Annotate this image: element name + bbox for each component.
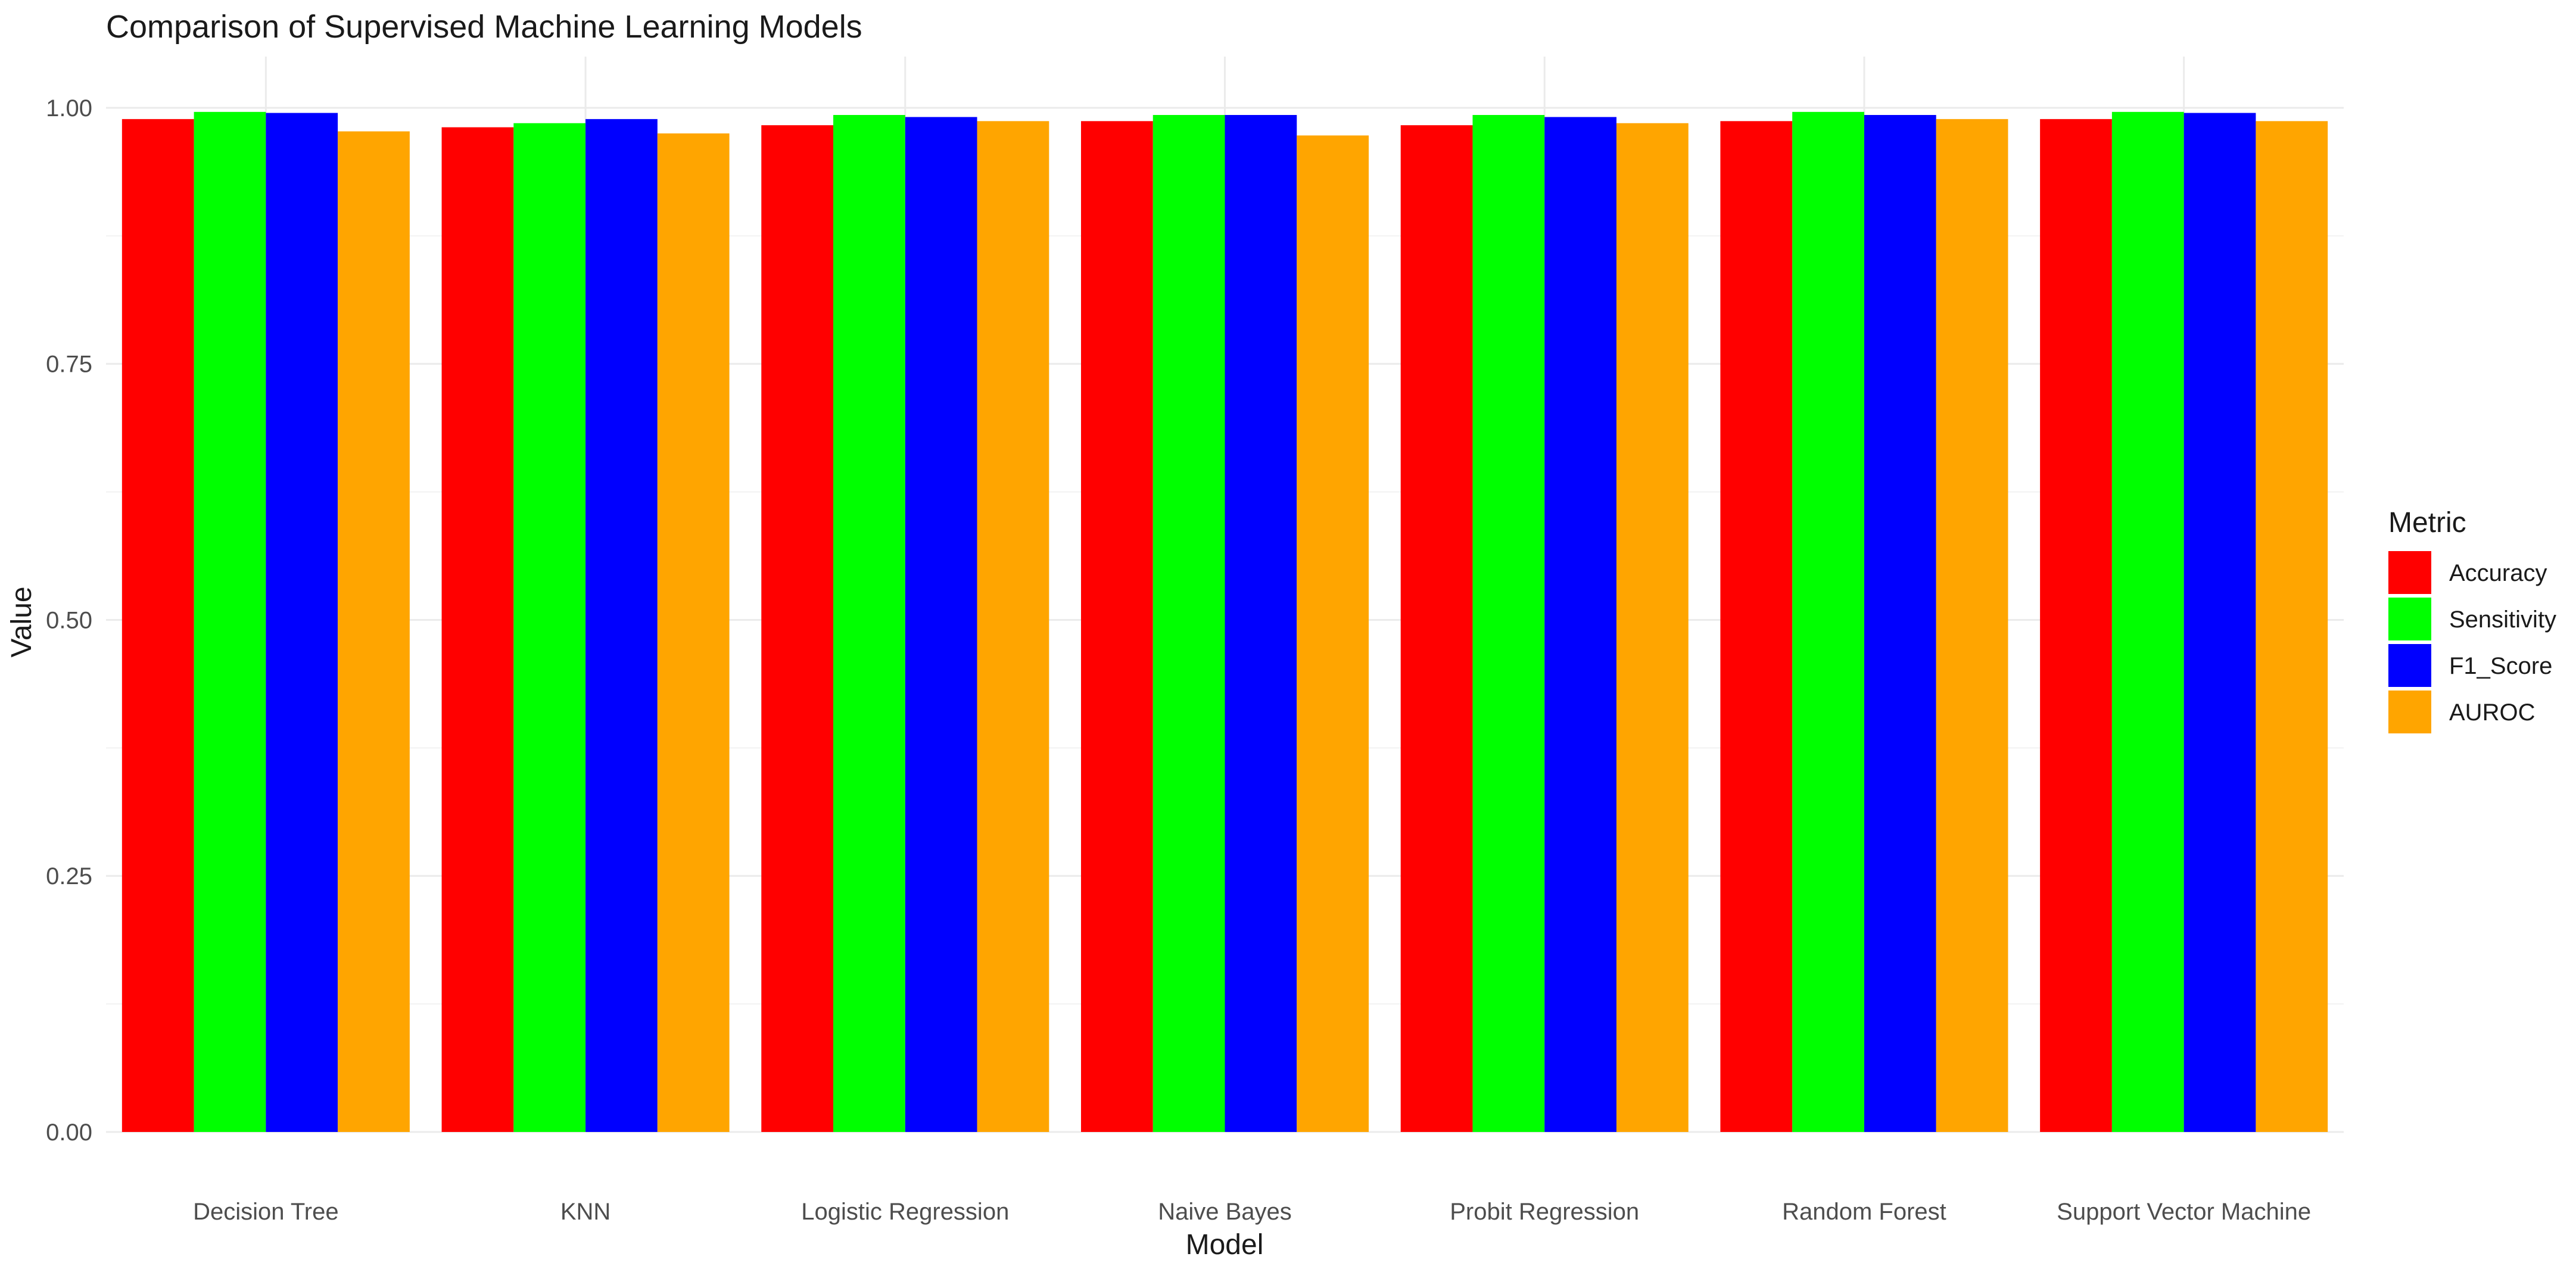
bar-accuracy-logistic-regression bbox=[761, 125, 834, 1133]
bar-auroc-support-vector-machine bbox=[2256, 121, 2328, 1132]
x-tick-label: Support Vector Machine bbox=[2057, 1199, 2311, 1225]
bar-sensitivity-support-vector-machine bbox=[2111, 111, 2184, 1132]
bar-sensitivity-logistic-regression bbox=[833, 114, 905, 1132]
x-tick-label: Naive Bayes bbox=[1158, 1199, 1292, 1225]
bar-auroc-naive-bayes bbox=[1297, 135, 1369, 1132]
bar-f1-score-probit-regression bbox=[1544, 117, 1616, 1132]
legend-label: Sensitivity bbox=[2449, 606, 2556, 633]
x-axis-title: Model bbox=[1186, 1229, 1264, 1261]
y-axis-title: Value bbox=[6, 586, 38, 657]
bar-accuracy-knn bbox=[441, 127, 514, 1133]
bar-f1-score-knn bbox=[585, 119, 658, 1132]
bar-sensitivity-naive-bayes bbox=[1152, 114, 1225, 1132]
bar-sensitivity-probit-regression bbox=[1472, 114, 1545, 1132]
bar-f1-score-naive-bayes bbox=[1225, 114, 1297, 1132]
bar-accuracy-random-forest bbox=[1720, 121, 1793, 1132]
bar-accuracy-decision-tree bbox=[122, 119, 194, 1132]
legend-key-auroc bbox=[2388, 691, 2431, 733]
bar-sensitivity-random-forest bbox=[1792, 111, 1864, 1132]
y-tick-label: 1.00 bbox=[46, 95, 92, 122]
x-tick-label: KNN bbox=[560, 1199, 610, 1225]
chart-title: Comparison of Supervised Machine Learnin… bbox=[106, 9, 862, 45]
legend-label: F1_Score bbox=[2449, 653, 2552, 679]
x-tick-label: Probit Regression bbox=[1450, 1199, 1639, 1225]
bars bbox=[122, 111, 2328, 1133]
legend-label: AUROC bbox=[2449, 699, 2535, 726]
x-tick-label: Decision Tree bbox=[193, 1199, 339, 1225]
legend-title: Metric bbox=[2388, 507, 2466, 539]
bar-auroc-knn bbox=[657, 133, 730, 1132]
legend-key-sensitivity bbox=[2388, 598, 2431, 640]
bar-f1-score-logistic-regression bbox=[905, 117, 977, 1132]
bar-auroc-logistic-regression bbox=[977, 121, 1049, 1132]
legend: Metric Accuracy Sensitivity F1_Score AUROC bbox=[2388, 507, 2556, 733]
y-tick-label: 0.00 bbox=[46, 1119, 92, 1146]
bar-auroc-probit-regression bbox=[1616, 123, 1689, 1133]
bar-f1-score-random-forest bbox=[1864, 114, 1936, 1132]
x-tick-label: Logistic Regression bbox=[801, 1199, 1009, 1225]
y-tick-label: 0.50 bbox=[46, 607, 92, 633]
legend-key-accuracy bbox=[2388, 551, 2431, 594]
bar-accuracy-probit-regression bbox=[1400, 125, 1473, 1133]
bar-accuracy-naive-bayes bbox=[1080, 121, 1153, 1132]
bar-auroc-random-forest bbox=[1936, 119, 2008, 1132]
x-tick-labels: Decision Tree KNN Logistic Regression Naive… bbox=[193, 1199, 2311, 1225]
bar-sensitivity-knn bbox=[513, 123, 586, 1133]
y-tick-label: 0.25 bbox=[46, 863, 92, 889]
x-tick-label: Random Forest bbox=[1782, 1199, 1946, 1225]
bar-f1-score-decision-tree bbox=[266, 113, 338, 1133]
legend-key-f1-score bbox=[2388, 644, 2431, 687]
bar-accuracy-support-vector-machine bbox=[2040, 119, 2112, 1132]
y-tick-label: 0.75 bbox=[46, 352, 92, 378]
bar-f1-score-support-vector-machine bbox=[2183, 113, 2256, 1133]
bar-sensitivity-decision-tree bbox=[194, 111, 266, 1132]
bar-auroc-decision-tree bbox=[338, 131, 410, 1132]
legend-label: Accuracy bbox=[2449, 560, 2547, 586]
y-tick-labels: 0.00 0.25 0.50 0.75 1.00 bbox=[46, 95, 92, 1146]
